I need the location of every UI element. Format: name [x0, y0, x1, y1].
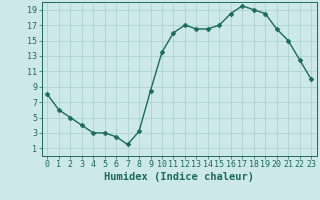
X-axis label: Humidex (Indice chaleur): Humidex (Indice chaleur)	[104, 172, 254, 182]
